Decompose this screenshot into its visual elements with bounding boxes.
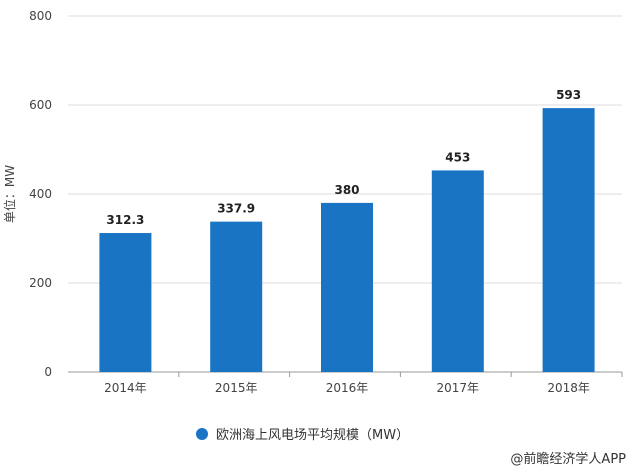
x-tick-label: 2014年 <box>104 381 147 395</box>
bar <box>99 233 152 372</box>
data-label: 593 <box>556 88 581 102</box>
legend-label: 欧洲海上风电场平均规模（MW） <box>216 428 410 443</box>
x-tick-label: 2016年 <box>326 381 369 395</box>
bar <box>431 170 484 372</box>
bar <box>321 202 373 372</box>
data-label: 453 <box>445 150 470 164</box>
x-tick-label: 2018年 <box>547 381 590 395</box>
legend-marker <box>196 427 208 440</box>
data-label: 312.3 <box>106 213 144 227</box>
y-tick-label: 400 <box>29 187 52 201</box>
y-tick-label: 0 <box>44 365 52 379</box>
source-credit: @前瞻经济学人APP <box>510 452 626 467</box>
x-tick-label: 2017年 <box>437 381 480 395</box>
bar <box>210 221 263 372</box>
y-tick-label: 800 <box>29 9 52 23</box>
data-label: 380 <box>334 183 359 197</box>
data-label: 337.9 <box>217 202 255 216</box>
legend: 欧洲海上风电场平均规模（MW） <box>196 424 409 443</box>
bar <box>542 108 595 373</box>
y-tick-label: 200 <box>29 276 52 290</box>
y-axis-label: 单位：MW <box>2 165 17 223</box>
x-tick-label: 2015年 <box>215 381 258 395</box>
y-tick-label: 600 <box>29 98 52 112</box>
